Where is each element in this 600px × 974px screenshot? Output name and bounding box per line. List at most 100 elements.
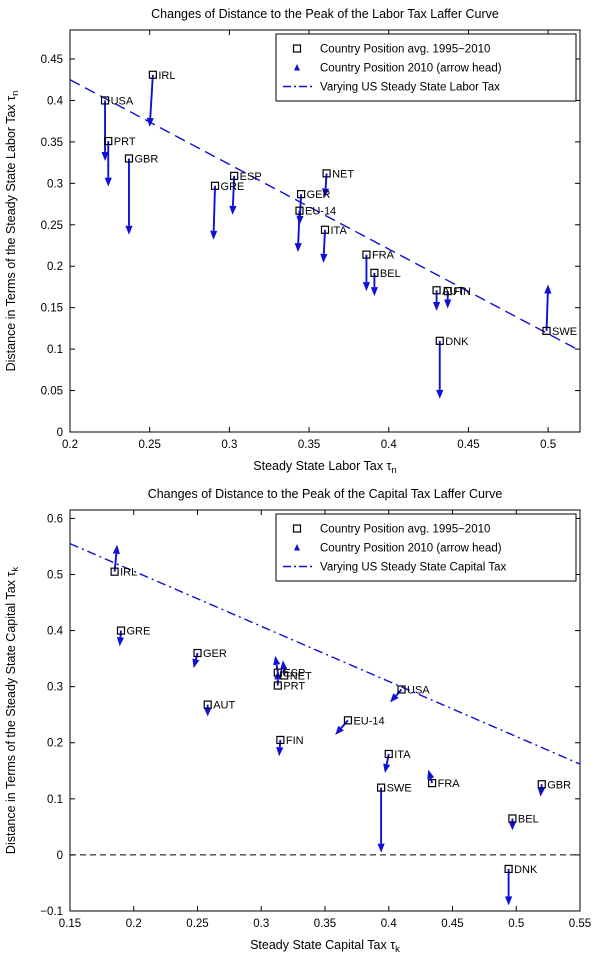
arrow-head-DNK <box>436 389 444 399</box>
legend-label: Country Position avg. 1995−2010 <box>320 44 490 56</box>
country-label-GRE: GRE <box>127 626 151 638</box>
x-tick-label: 0.15 <box>59 918 81 930</box>
marker-AUT <box>203 700 212 709</box>
arrow-head-GRE <box>210 230 218 240</box>
country-label-GBR: GBR <box>547 779 571 791</box>
marker-PRT <box>273 681 282 690</box>
x-axis-label: Steady State Labor Tax τn <box>253 459 396 476</box>
chart-title: Changes of Distance to the Peak of the L… <box>151 7 499 21</box>
marker-GER <box>193 648 202 658</box>
marker-USA <box>100 96 110 105</box>
marker-BEL <box>508 814 517 823</box>
arrow-shaft-EU-14 <box>297 210 301 244</box>
marker-FRA <box>428 779 437 788</box>
us-steady-state-line <box>69 79 581 352</box>
arrow-shaft-ESP <box>231 175 236 206</box>
labor-tax-laffer-chart: Changes of Distance to the Peak of the L… <box>0 0 600 480</box>
y-tick-label: 0.3 <box>47 178 63 190</box>
arrow-head-ITA <box>320 253 328 263</box>
marker-ESP <box>273 668 282 677</box>
x-tick-label: 0.5 <box>508 918 524 930</box>
x-tick-label: 0.35 <box>298 439 320 451</box>
country-label-EU-14: EU-14 <box>305 206 336 218</box>
arrow-head-GRE <box>116 637 125 647</box>
marker-BEL <box>370 268 379 277</box>
country-label-ESP: ESP <box>283 668 305 680</box>
arrow-head-PRT <box>274 670 282 680</box>
country-label-BEL: BEL <box>380 268 401 280</box>
country-label-BEL: BEL <box>518 813 539 825</box>
country-label-PRT: PRT <box>283 681 305 693</box>
marker-NET <box>280 671 289 680</box>
y-tick-label: −0.1 <box>40 906 63 918</box>
country-label-EU-14: EU-14 <box>353 715 384 727</box>
marker-IRL <box>148 70 157 79</box>
y-tick-label: 0.3 <box>47 682 63 694</box>
country-label-PRT: PRT <box>114 136 136 148</box>
arrow-head-IRL <box>146 117 154 127</box>
legend-label: Varying US Steady State Labor Tax <box>320 82 500 94</box>
legend-arrowhead-marker <box>294 64 300 71</box>
x-tick-label: 0.55 <box>569 918 591 930</box>
marker-EU-14 <box>343 716 353 725</box>
x-tick-label: 0.25 <box>138 439 160 451</box>
marker-ITA <box>384 749 393 759</box>
marker-IRL <box>110 567 119 576</box>
y-tick-label: 0.25 <box>41 220 63 232</box>
country-label-NET: NET <box>290 670 312 682</box>
country-label-GER: GER <box>307 189 331 201</box>
country-label-FIN: FIN <box>453 286 471 298</box>
arrow-head-ESP <box>273 655 281 666</box>
legend-label: Country Position 2010 (arrow head) <box>320 63 502 75</box>
y-axis-label: Distance in Terms of the Steady State Ca… <box>4 567 21 854</box>
marker-EU-14 <box>295 206 304 215</box>
x-axis-label: Steady State Capital Tax τk <box>250 938 400 955</box>
arrow-head-GBR <box>125 225 133 235</box>
marker-GRE <box>210 181 220 190</box>
arrow-shaft-IRL <box>149 74 154 119</box>
x-tick-label: 0.3 <box>221 439 237 451</box>
country-label-IRL: IRL <box>120 567 137 579</box>
y-tick-label: 0.35 <box>41 137 63 149</box>
country-label-FIN: FIN <box>286 735 304 747</box>
arrow-head-FIN <box>444 299 452 309</box>
arrow-head-AUT <box>204 708 212 717</box>
x-tick-label: 0.3 <box>253 918 269 930</box>
marker-ITA <box>320 225 330 234</box>
marker-PRT <box>104 136 113 146</box>
marker-ESP <box>230 171 239 180</box>
marker-GBR <box>124 154 134 163</box>
x-tick-label: 0.35 <box>314 918 336 930</box>
country-label-ESP: ESP <box>240 171 262 183</box>
capital-tax-laffer-chart: Changes of Distance to the Peak of the C… <box>0 480 600 974</box>
x-tick-label: 0.5 <box>540 439 556 451</box>
y-tick-label: 0.45 <box>41 54 63 66</box>
y-tick-label: 0 <box>57 427 63 439</box>
arrow-head-EU-14 <box>294 243 302 253</box>
marker-DNK <box>504 864 513 874</box>
y-tick-label: 0.1 <box>47 794 63 806</box>
y-tick-label: 0.1 <box>47 344 63 356</box>
us-steady-state-line <box>69 543 581 765</box>
arrow-head-FRA <box>362 282 371 292</box>
country-label-NET: NET <box>332 168 354 180</box>
legend-square-marker <box>292 524 302 533</box>
country-label-FRA: FRA <box>438 778 461 790</box>
marker-NET <box>322 169 331 178</box>
legend-arrowhead-marker <box>294 544 300 551</box>
legend-box <box>275 513 577 582</box>
legend: Country Position avg. 1995−2010 Country P… <box>275 33 577 102</box>
x-tick-label: 0.2 <box>62 439 78 451</box>
marker-USA <box>397 685 406 694</box>
arrow-head-AUT <box>432 301 441 311</box>
arrow-head-SWE <box>377 843 385 853</box>
y-tick-label: 0.4 <box>47 95 64 107</box>
arrow-head-NET <box>322 188 330 198</box>
arrow-head-DNK <box>505 896 513 906</box>
arrow-shaft-GRE <box>212 185 216 231</box>
y-tick-label: 0.15 <box>41 303 63 315</box>
x-tick-label: 0.2 <box>126 918 142 930</box>
arrow-head-USA <box>390 693 399 703</box>
country-label-DNK: DNK <box>445 336 469 348</box>
